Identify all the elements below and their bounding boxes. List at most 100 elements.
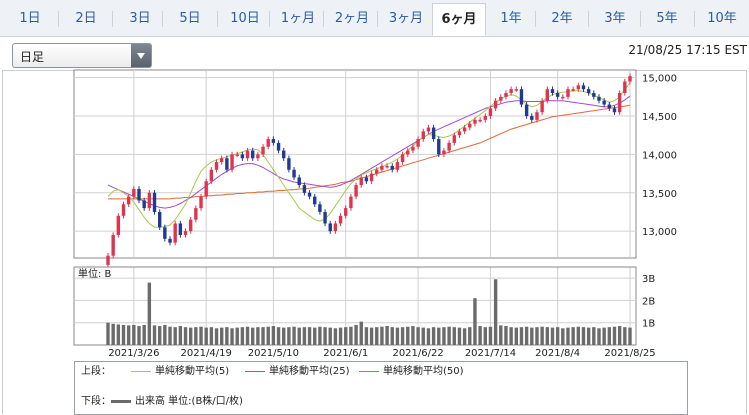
candle-body	[188, 219, 193, 232]
volume-bar	[581, 327, 586, 345]
volume-bar	[126, 325, 131, 345]
volume-bar	[566, 327, 570, 345]
volume-bar	[375, 327, 379, 345]
candle-body	[297, 177, 301, 186]
volume-bar	[251, 327, 255, 345]
candle-body	[483, 116, 487, 120]
candle-body	[338, 215, 343, 224]
interval-select[interactable]: 日足	[12, 43, 152, 68]
tab-3ヶ月[interactable]: 3ヶ月	[388, 11, 424, 26]
candle-body	[266, 139, 270, 147]
volume-bar	[199, 326, 203, 345]
tab-separator	[217, 11, 218, 27]
candle-body	[623, 81, 627, 94]
volume-bar	[447, 326, 451, 345]
candle-body	[256, 154, 260, 159]
candle-body	[354, 185, 358, 197]
candle-body	[457, 131, 462, 136]
volume-bar	[209, 327, 214, 345]
candle-body	[282, 150, 286, 159]
ma50-line	[108, 104, 631, 200]
candle-body	[245, 150, 250, 159]
tab-separator	[377, 11, 378, 27]
volume-bar	[183, 327, 188, 345]
candle-body	[395, 162, 400, 170]
volume-bar	[132, 324, 136, 345]
chevron-down-icon[interactable]	[131, 44, 151, 67]
tab-2ヶ月[interactable]: 2ヶ月	[334, 11, 370, 26]
candle-body	[628, 76, 632, 82]
tab-6ヶ月[interactable]: 6ヶ月	[432, 3, 486, 36]
volume-bar	[116, 324, 121, 345]
volume-bar	[235, 327, 239, 345]
volume-bar	[602, 327, 606, 345]
candle-body	[514, 89, 518, 91]
tab-separator	[535, 11, 536, 27]
volume-bar	[142, 324, 146, 345]
tab-5日[interactable]: 5日	[179, 11, 201, 26]
candle-body	[106, 255, 110, 265]
candle-body	[540, 100, 544, 113]
tab-2年[interactable]: 2年	[551, 11, 573, 26]
tab-1日[interactable]: 1日	[19, 11, 41, 26]
legend-ma5-label: 単純移動平均(5)	[155, 366, 230, 377]
volume-bar	[406, 326, 410, 345]
legend-ma25-swatch	[245, 370, 265, 372]
volume-bar	[535, 327, 539, 345]
candle-body	[478, 119, 482, 122]
volume-bar	[452, 327, 456, 345]
volume-bar	[204, 327, 208, 345]
tab-10日[interactable]: 10日	[230, 11, 260, 26]
volume-bar	[188, 327, 193, 345]
tab-10年[interactable]: 10年	[707, 11, 737, 26]
volume-bar	[390, 327, 394, 345]
legend-ma50-label: 単純移動平均(50)	[383, 366, 464, 377]
volume-bar	[576, 326, 581, 345]
tab-1年[interactable]: 1年	[500, 11, 522, 26]
tab-2日[interactable]: 2日	[75, 11, 97, 26]
volume-bar	[137, 326, 141, 345]
price-y-tick-label: 15,000	[642, 74, 677, 85]
candle-body	[359, 177, 363, 186]
candle-body	[183, 231, 188, 235]
candle-body	[571, 89, 575, 91]
interval-select-value: 日足	[20, 50, 45, 64]
candle-body	[251, 150, 255, 159]
candle-body	[209, 169, 214, 182]
volume-bar	[555, 327, 560, 345]
candle-body	[111, 234, 115, 256]
tab-1ヶ月[interactable]: 1ヶ月	[280, 11, 316, 26]
candle-body	[364, 177, 369, 182]
volume-bar	[287, 327, 291, 345]
volume-bar	[612, 326, 617, 345]
candle-body	[204, 181, 208, 197]
candle-body	[116, 215, 121, 235]
volume-bar	[214, 328, 219, 345]
candle-body	[602, 100, 606, 105]
candle-body	[214, 162, 219, 170]
candle-body	[271, 139, 276, 143]
timestamp: 21/08/25 17:15 EST	[628, 43, 747, 57]
tab-5年[interactable]: 5年	[656, 11, 678, 26]
volume-bar	[266, 326, 270, 345]
candle-body	[333, 223, 338, 232]
candle-body	[152, 192, 157, 212]
candle-body	[276, 142, 281, 151]
volume-bar	[483, 327, 487, 345]
candle-body	[344, 208, 348, 216]
candle-body	[406, 150, 410, 155]
candle-body	[328, 223, 332, 232]
tab-3日[interactable]: 3日	[129, 11, 151, 26]
candle-body	[431, 127, 436, 140]
candle-body	[530, 116, 534, 120]
legend-lower-label: 下段：	[81, 396, 111, 407]
volume-bar	[499, 325, 503, 345]
candle-body	[566, 89, 570, 97]
volume-bar	[271, 326, 276, 345]
volume-bar	[328, 327, 332, 345]
volume-bar	[493, 279, 498, 345]
volume-bar	[437, 327, 441, 345]
legend-volume: 出来高 単位:(B株/口/枚)	[111, 395, 243, 409]
tab-3年[interactable]: 3年	[604, 11, 626, 26]
candle-body	[493, 100, 498, 109]
